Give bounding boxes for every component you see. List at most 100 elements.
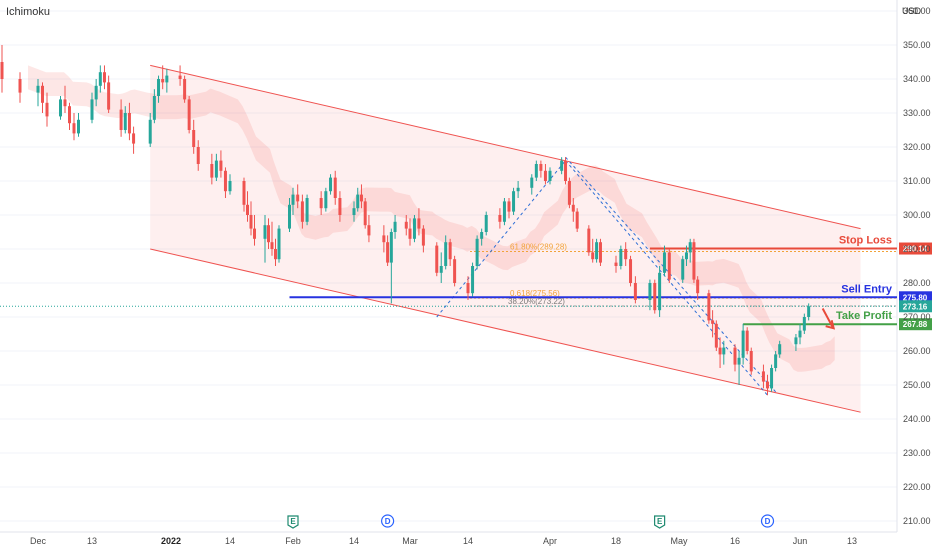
candle-body[interactable]	[291, 194, 295, 205]
candle-body[interactable]	[498, 215, 502, 222]
candle-body[interactable]	[192, 130, 196, 147]
candle-body[interactable]	[711, 320, 715, 324]
candle-body[interactable]	[161, 79, 165, 83]
candle-body[interactable]	[567, 181, 571, 205]
candle-body[interactable]	[408, 228, 412, 239]
candle-body[interactable]	[296, 194, 300, 202]
candle-body[interactable]	[688, 242, 692, 253]
candle-body[interactable]	[0, 62, 4, 79]
candle-body[interactable]	[178, 75, 182, 79]
candle-body[interactable]	[305, 198, 309, 222]
candle-body[interactable]	[404, 221, 408, 229]
earnings-icon[interactable]	[287, 515, 299, 529]
dividend-icon[interactable]	[381, 514, 395, 528]
candles[interactable]	[0, 45, 811, 396]
candle-body[interactable]	[774, 354, 778, 368]
candle-body[interactable]	[45, 102, 49, 117]
candle-body[interactable]	[94, 85, 98, 100]
earnings-icon[interactable]	[654, 515, 666, 529]
candle-body[interactable]	[684, 252, 688, 260]
candle-body[interactable]	[564, 160, 568, 181]
candle-body[interactable]	[223, 170, 227, 192]
candle-body[interactable]	[41, 85, 44, 103]
candle-body[interactable]	[249, 215, 253, 229]
candle-body[interactable]	[733, 347, 737, 365]
candle-body[interactable]	[444, 242, 448, 266]
fib-trend-line-up[interactable]	[436, 160, 566, 318]
candle-body[interactable]	[393, 221, 397, 232]
candle-body[interactable]	[619, 249, 623, 266]
candle-body[interactable]	[274, 249, 277, 260]
candle-body[interactable]	[77, 119, 80, 134]
candle-body[interactable]	[132, 133, 136, 144]
candle-body[interactable]	[300, 201, 304, 222]
candle-body[interactable]	[367, 225, 371, 236]
candle-body[interactable]	[595, 242, 599, 260]
candle-body[interactable]	[512, 191, 516, 212]
candle-body[interactable]	[548, 170, 552, 181]
candle-body[interactable]	[692, 242, 696, 280]
candle-body[interactable]	[127, 113, 131, 134]
candle-body[interactable]	[242, 181, 246, 205]
candle-body[interactable]	[741, 330, 745, 358]
candle-body[interactable]	[667, 252, 671, 280]
candle-body[interactable]	[718, 347, 722, 355]
candle-body[interactable]	[363, 201, 367, 226]
candle-body[interactable]	[598, 242, 602, 263]
candle-body[interactable]	[228, 181, 232, 192]
candle-body[interactable]	[587, 228, 591, 253]
candle-body[interactable]	[658, 272, 662, 311]
candle-body[interactable]	[507, 201, 511, 212]
candle-body[interactable]	[530, 177, 534, 188]
candle-body[interactable]	[157, 79, 161, 96]
candle-body[interactable]	[516, 187, 520, 192]
candle-body[interactable]	[614, 262, 618, 266]
candle-body[interactable]	[102, 72, 106, 83]
candle-body[interactable]	[502, 201, 506, 222]
candle-body[interactable]	[794, 337, 798, 345]
candle-body[interactable]	[187, 99, 191, 130]
candle-body[interactable]	[543, 170, 547, 181]
candle-body[interactable]	[382, 235, 386, 243]
candle-body[interactable]	[412, 218, 416, 239]
candle-body[interactable]	[389, 232, 393, 263]
candle-body[interactable]	[246, 204, 249, 215]
candle-body[interactable]	[707, 293, 711, 321]
candle-body[interactable]	[648, 283, 652, 300]
candle-body[interactable]	[267, 225, 270, 243]
candle-body[interactable]	[466, 283, 470, 294]
candle-body[interactable]	[329, 177, 333, 192]
candle-body[interactable]	[435, 245, 439, 273]
candle-body[interactable]	[749, 351, 753, 372]
candle-body[interactable]	[59, 99, 62, 117]
candle-body[interactable]	[183, 79, 187, 100]
candle-body[interactable]	[662, 252, 666, 273]
candle-body[interactable]	[534, 164, 538, 178]
candle-body[interactable]	[439, 266, 443, 273]
candle-body[interactable]	[18, 79, 22, 93]
candle-body[interactable]	[165, 75, 169, 83]
candle-body[interactable]	[766, 381, 769, 389]
candle-body[interactable]	[148, 119, 152, 144]
candle-body[interactable]	[629, 259, 633, 283]
candle-body[interactable]	[324, 191, 328, 209]
candle-body[interactable]	[745, 330, 749, 351]
candle-body[interactable]	[807, 306, 811, 317]
candle-body[interactable]	[352, 208, 356, 215]
time-axis[interactable]: Dec 13 2022 14 Feb 14 Mar 14 Apr 18 May 16 Jun 13	[30, 536, 857, 546]
regression-channel[interactable]	[150, 64, 861, 413]
candle-body[interactable]	[714, 323, 718, 348]
candle-body[interactable]	[386, 242, 390, 263]
candle-body[interactable]	[152, 96, 156, 120]
candle-body[interactable]	[539, 164, 543, 171]
candle-body[interactable]	[770, 368, 774, 389]
candle-body[interactable]	[277, 228, 281, 260]
candle-body[interactable]	[484, 215, 488, 232]
candle-body[interactable]	[270, 242, 274, 249]
candle-body[interactable]	[219, 160, 223, 171]
candle-body[interactable]	[798, 330, 802, 338]
candle-body[interactable]	[123, 113, 127, 130]
candle-body[interactable]	[253, 228, 256, 239]
candle-body[interactable]	[63, 99, 67, 107]
